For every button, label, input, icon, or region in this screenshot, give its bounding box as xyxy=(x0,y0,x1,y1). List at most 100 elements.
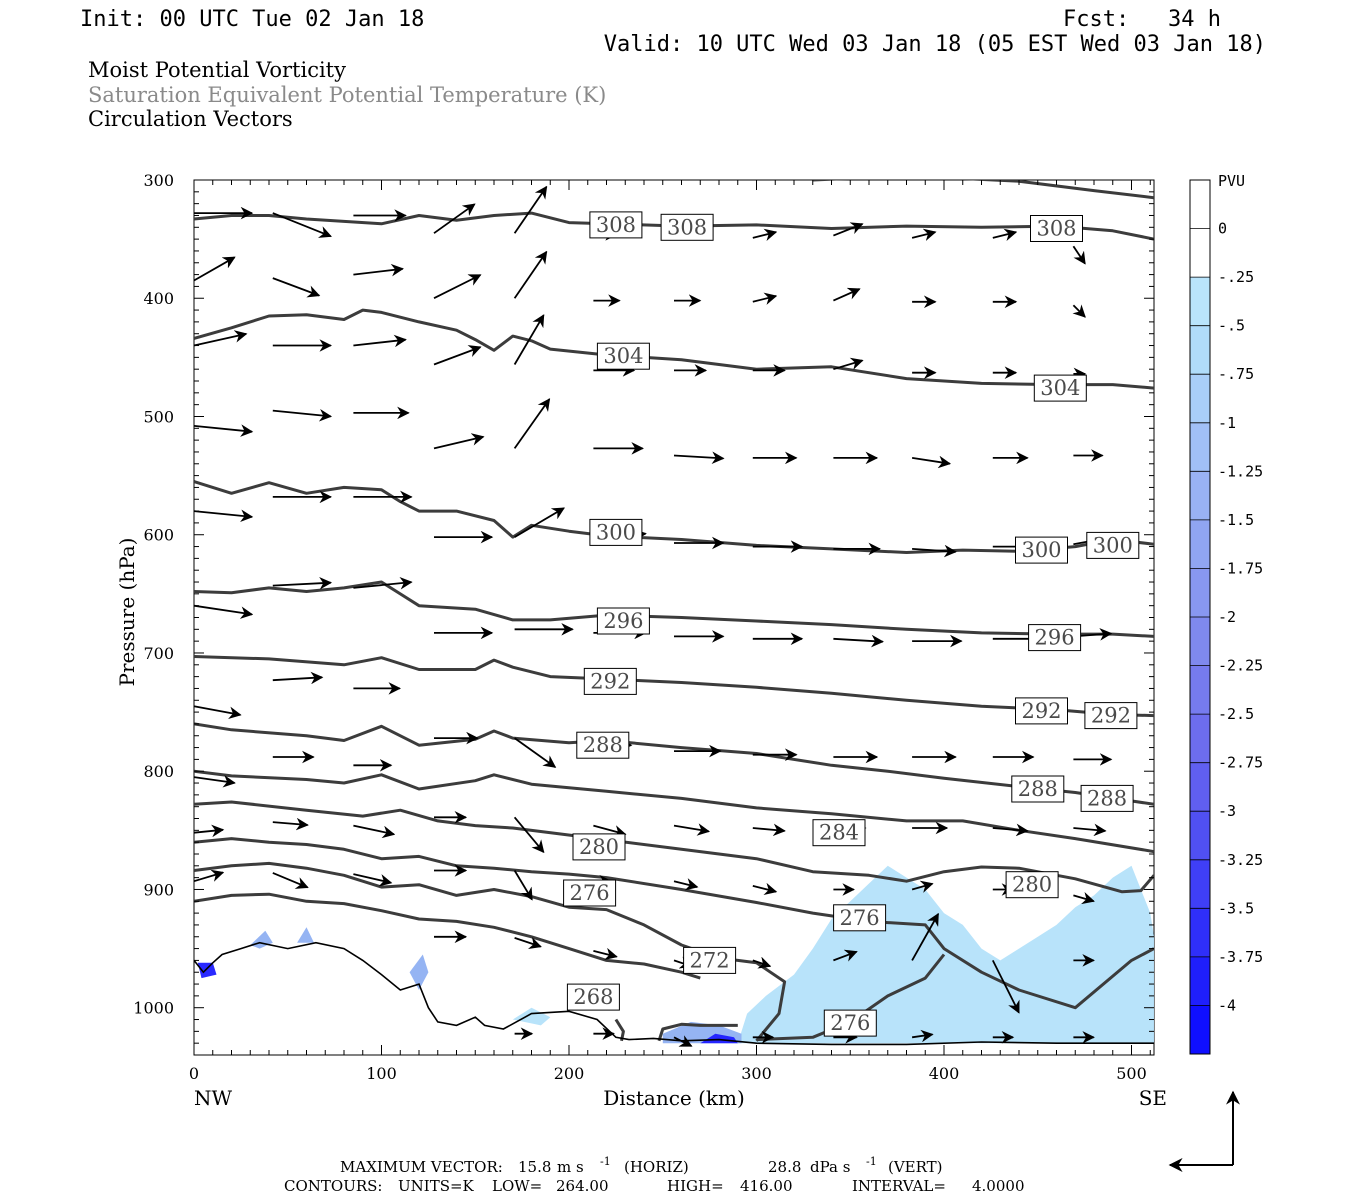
footer: MAXIMUM VECTOR: 15.8 m s -1 (HORIZ) 28.8… xyxy=(284,1155,1025,1195)
x-tick-label: 500 xyxy=(1116,1064,1147,1083)
vector-arrow xyxy=(514,507,565,538)
contour-label-box xyxy=(572,833,626,861)
colorbar-swatch xyxy=(1190,956,1210,1006)
max-vert-exp: -1 xyxy=(866,1155,877,1168)
contour-line-304 xyxy=(194,308,1154,390)
vector-arrow xyxy=(991,959,1020,1014)
contour-label-box xyxy=(683,946,737,974)
colorbar-swatch xyxy=(1190,859,1210,909)
vector-arrow xyxy=(833,287,861,302)
vector-arrow xyxy=(193,256,236,282)
colorbar-label: -3 xyxy=(1218,802,1236,820)
vector-arrow xyxy=(513,250,548,299)
contour-label-box xyxy=(589,518,643,546)
contour-label-box xyxy=(660,213,714,241)
contour-line-308 xyxy=(194,211,1154,241)
vector-arrow xyxy=(433,345,482,366)
vector-arrow xyxy=(593,947,618,961)
field-title-mpv: Moist Potential Vorticity xyxy=(88,58,346,82)
colorbar-swatch xyxy=(1190,617,1210,667)
contours-interval-value: 4.0000 xyxy=(972,1177,1025,1195)
colorbar-swatch xyxy=(1190,519,1210,569)
vector-arrow xyxy=(752,956,772,969)
colorbar-swatch xyxy=(1190,1005,1210,1055)
y-tick-label: 300 xyxy=(143,171,174,190)
contour-label: 308 xyxy=(660,213,714,241)
contour-line-300 xyxy=(194,480,1154,554)
contour-label: 288 xyxy=(1080,784,1134,812)
vector-arrow xyxy=(1073,892,1095,905)
vector-arrow xyxy=(513,314,545,365)
colorbar-swatch xyxy=(1190,568,1210,618)
contour-label-box xyxy=(1033,374,1087,402)
colorbar-swatch xyxy=(1190,374,1210,424)
contour-label: 272 xyxy=(683,946,737,974)
vector-arrow xyxy=(992,228,1018,241)
y-tick-label: 500 xyxy=(143,407,174,426)
y-tick-label: 700 xyxy=(143,644,174,663)
vector-arrow xyxy=(752,292,778,305)
colorbar-label: -2.75 xyxy=(1218,754,1263,772)
colorbar-swatch xyxy=(1190,908,1210,958)
x-tick-label: 300 xyxy=(741,1064,772,1083)
vector-arrow xyxy=(433,274,482,300)
contour-label-text: 284 xyxy=(819,821,859,845)
contour-label-box xyxy=(1015,697,1068,725)
contour-line-292 xyxy=(194,655,1154,718)
vector-arrow xyxy=(673,823,711,836)
max-vert-unit: dPa s xyxy=(810,1158,850,1176)
vector-arrow xyxy=(193,824,225,838)
contour-label: 308 xyxy=(1030,215,1083,242)
contour-label: 296 xyxy=(596,607,650,635)
contour-label: 292 xyxy=(1015,697,1068,725)
contour-label-box xyxy=(596,607,650,635)
colorbar-label: -1.25 xyxy=(1218,462,1263,480)
contour-label-box xyxy=(583,667,637,695)
contour-label: 300 xyxy=(589,518,643,546)
contours-label: CONTOURS: xyxy=(284,1177,382,1195)
vector-arrow xyxy=(673,1035,693,1047)
colorbar-swatch xyxy=(1190,471,1210,521)
field-title-vectors: Circulation Vectors xyxy=(88,107,293,131)
contour-label-text: 288 xyxy=(1087,786,1127,810)
colorbar-label: -.5 xyxy=(1218,317,1245,335)
contour-label-text: 292 xyxy=(1021,699,1061,723)
contour-label: 288 xyxy=(1011,775,1065,803)
vector-arrow xyxy=(752,228,778,241)
mpv-region xyxy=(409,954,429,990)
contour-label: 276 xyxy=(563,879,617,907)
contour-label: 304 xyxy=(1033,374,1087,402)
valid-time: Valid: 10 UTC Wed 03 Jan 18 (05 EST Wed … xyxy=(604,32,1266,57)
terrain-profile xyxy=(194,941,1154,1046)
colorbar-swatch xyxy=(1190,665,1210,715)
vector-arrow xyxy=(911,912,939,961)
vector-arrow xyxy=(272,409,333,422)
contour-line-276 xyxy=(756,953,946,1042)
contour-label-text: 304 xyxy=(603,344,643,368)
contour-label-text: 288 xyxy=(583,733,623,757)
max-vector-label: MAXIMUM VECTOR: xyxy=(340,1158,503,1176)
max-vert-value: 28.8 xyxy=(768,1158,801,1176)
colorbar-label: 0 xyxy=(1218,220,1227,238)
colorbar-label: -3.75 xyxy=(1218,948,1263,966)
colorbar-swatch xyxy=(1190,762,1210,812)
contour-label: 300 xyxy=(1086,531,1140,559)
colorbar-label: -.75 xyxy=(1218,365,1254,383)
y-tick-label: 400 xyxy=(143,289,174,308)
contour-line-296 xyxy=(194,580,1154,638)
circulation-vectors xyxy=(193,185,1113,1047)
vector-arrow xyxy=(752,823,786,837)
contour-label: 288 xyxy=(576,731,630,759)
contours-high-label: HIGH= xyxy=(667,1177,724,1195)
colorbar-swatch xyxy=(1190,811,1210,861)
colorbar-swatch xyxy=(1190,422,1210,472)
x-tick-label: 0 xyxy=(189,1064,199,1083)
contour-label-box xyxy=(1030,215,1083,242)
contour-label: 292 xyxy=(583,667,637,695)
contour-label-box xyxy=(823,1009,877,1037)
contour-line-284 xyxy=(194,769,1154,854)
contour-line-264 xyxy=(657,1022,738,1042)
vector-arrow xyxy=(193,705,242,720)
contour-label-text: 296 xyxy=(1035,626,1075,650)
y-tick-label: 1000 xyxy=(133,999,174,1018)
